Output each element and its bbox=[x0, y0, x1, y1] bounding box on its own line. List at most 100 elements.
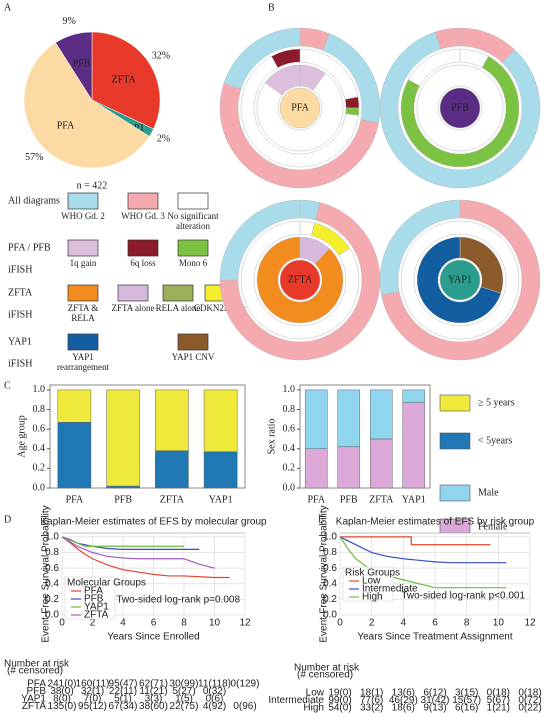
risk-count: 8(0) bbox=[53, 694, 71, 705]
y-tick-label: 0.6 bbox=[283, 423, 296, 434]
risk-count: 6(12) bbox=[423, 688, 446, 699]
bar-segment bbox=[155, 389, 189, 451]
y-tick-label: 0.8 bbox=[283, 404, 296, 415]
legend-swatch bbox=[439, 394, 471, 412]
legend-label: ZFTA bbox=[84, 610, 109, 621]
legend-row-title: PFA / PFB bbox=[8, 242, 51, 253]
risk-count: 0(22) bbox=[518, 703, 541, 714]
annotation: Two-sided log-rank p=0.008 bbox=[116, 595, 240, 606]
y-tick-label: 0.2 bbox=[45, 594, 59, 605]
survival-curve bbox=[61, 536, 230, 579]
y-tick-label: 0.4 bbox=[33, 443, 46, 454]
y-tick-label: 0.2 bbox=[323, 594, 337, 605]
bar-segment bbox=[203, 389, 238, 452]
y-axis-label: Age group bbox=[16, 415, 27, 458]
risk-row-label: ZFTA bbox=[22, 701, 47, 712]
legend-swatch bbox=[177, 239, 209, 257]
legend-swatch bbox=[177, 333, 209, 351]
risk-count: 0(129) bbox=[231, 679, 260, 690]
legend-swatch bbox=[439, 432, 471, 450]
risk-count: 5(67) bbox=[487, 695, 510, 706]
risk-count: 95(47) bbox=[109, 679, 138, 690]
y-tick-label: 0.4 bbox=[45, 578, 59, 589]
ring-segment bbox=[416, 236, 502, 324]
risk-count: 95(12) bbox=[78, 701, 107, 712]
x-tick-label: 10 bbox=[209, 618, 221, 629]
legend-label: ZFTA & RELA bbox=[67, 303, 99, 323]
x-tick-label: 12 bbox=[524, 618, 536, 629]
legend-row-subtitle: iFISH bbox=[8, 358, 32, 369]
risk-count: 0(72) bbox=[518, 695, 541, 706]
ring-segment bbox=[264, 64, 301, 96]
x-tick-label: YAP1 bbox=[402, 494, 426, 505]
ring-segment bbox=[256, 236, 344, 324]
y-tick-label: 0.6 bbox=[33, 423, 46, 434]
legend-label-box: YAP1 rearrangement bbox=[57, 352, 109, 372]
legend-label: 1q gain bbox=[69, 258, 97, 268]
ring-segment bbox=[219, 202, 381, 361]
y-tick-label: 0.8 bbox=[323, 547, 337, 558]
x-axis-label: Years Since Enrolled bbox=[107, 632, 199, 643]
bar-segment bbox=[402, 389, 426, 403]
pie-slice bbox=[55, 31, 93, 101]
ring-segment bbox=[219, 82, 379, 189]
x-tick-label: 2 bbox=[369, 618, 375, 629]
slice-name: ZFTA bbox=[111, 74, 136, 85]
risk-count: 22(75) bbox=[170, 701, 199, 712]
bar-segment bbox=[57, 389, 92, 423]
ring-segment bbox=[400, 55, 520, 168]
risk-count: 4(92) bbox=[203, 701, 226, 712]
risk-count: 1(21) bbox=[487, 703, 510, 714]
legend-label-box: 1q gain bbox=[69, 258, 97, 268]
panel-label: E bbox=[318, 514, 324, 525]
y-tick-label: 1.0 bbox=[283, 384, 296, 395]
x-tick-label: 0 bbox=[337, 618, 343, 629]
risk-count: 33(2) bbox=[360, 703, 383, 714]
panel-label: B bbox=[268, 2, 275, 13]
legend-label: YAP1 rearrangement bbox=[57, 352, 109, 372]
y-tick-label: 0.8 bbox=[33, 404, 46, 415]
legend-label: Low bbox=[362, 576, 381, 587]
risk-count: 0(32) bbox=[203, 686, 226, 697]
risk-count: 18(1) bbox=[360, 688, 383, 699]
legend-swatch bbox=[117, 284, 149, 302]
survival-curve bbox=[61, 536, 200, 550]
risk-count: 135(0) bbox=[48, 701, 77, 712]
legend-label-box: Mono 6 bbox=[179, 258, 207, 268]
pie-slice bbox=[23, 42, 150, 169]
donut-center bbox=[279, 259, 321, 301]
bar-segment bbox=[304, 389, 328, 450]
risk-count: 15(57) bbox=[452, 695, 481, 706]
risk-row-label: Intermediate bbox=[268, 695, 324, 706]
x-tick-label: ZFTA bbox=[160, 494, 185, 505]
plot-frame bbox=[299, 384, 431, 489]
legend-label: PFA bbox=[84, 586, 103, 597]
y-axis-label: Sex ratio bbox=[266, 419, 277, 455]
x-tick-label: YAP1 bbox=[209, 494, 233, 505]
survival-curve bbox=[339, 536, 507, 589]
legend-swatch bbox=[439, 484, 471, 502]
risk-count: 30(99) bbox=[170, 679, 199, 690]
x-tick-label: 4 bbox=[120, 618, 126, 629]
donut-center bbox=[279, 87, 321, 129]
bar-segment bbox=[369, 438, 393, 489]
legend-label-box: WHO Gd. 2 bbox=[61, 211, 105, 221]
x-tick-label: 8 bbox=[464, 618, 470, 629]
bar-segment bbox=[304, 448, 328, 489]
survival-curve bbox=[61, 536, 184, 547]
legend-swatch bbox=[177, 192, 209, 210]
legend-swatch bbox=[127, 239, 159, 257]
ring-segment bbox=[434, 27, 461, 50]
legend-label: WHO Gd. 3 bbox=[121, 211, 165, 221]
ring-segment bbox=[416, 64, 504, 152]
panel-label: A bbox=[4, 2, 12, 13]
risk-count: 13(6) bbox=[392, 688, 415, 699]
legend-row-title: ZFTA bbox=[8, 287, 33, 298]
panel-label: D bbox=[4, 514, 11, 525]
risk-row-label: PFB bbox=[27, 686, 47, 697]
x-tick-label: 8 bbox=[181, 618, 187, 629]
y-tick-label: 0.2 bbox=[283, 463, 296, 474]
ring-segment bbox=[379, 31, 541, 189]
x-tick-label: ZFTA bbox=[369, 494, 394, 505]
plot-frame bbox=[49, 384, 246, 489]
